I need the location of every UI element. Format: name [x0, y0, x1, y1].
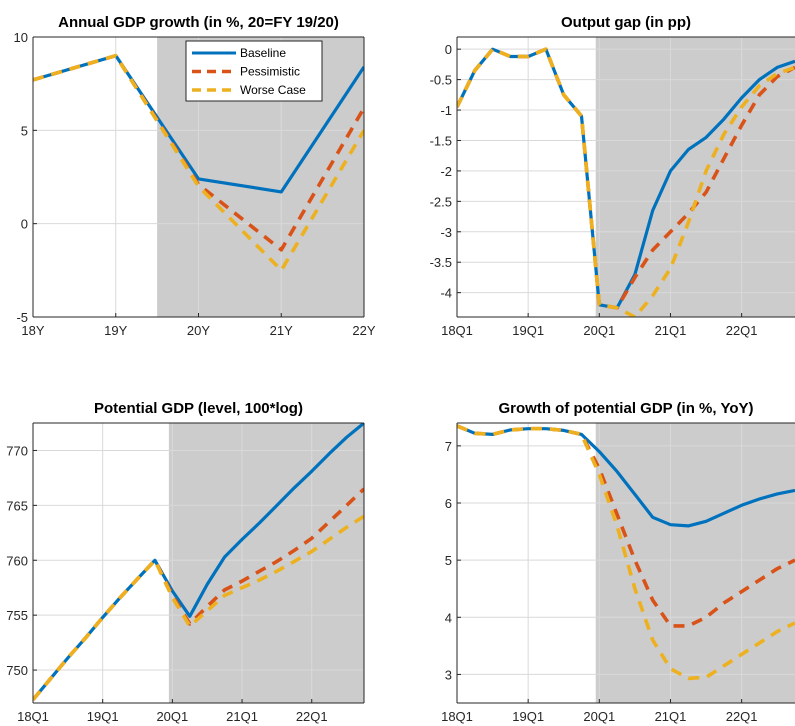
chart-title: Potential GDP (level, 100*log) — [94, 400, 303, 417]
y-tick-label: -0.5 — [430, 73, 452, 88]
series-line-worse — [457, 47, 795, 317]
y-tick-label: 7 — [445, 439, 452, 454]
chart-title: Annual GDP growth (in %, 20=FY 19/20) — [58, 14, 339, 31]
chart-panel-2: 18Q1 19Q1 20Q1 21Q1 22Q1 -4 -3.5 -3 -2.5 -2 -1.5 -1… — [430, 14, 795, 338]
y-tick-label: -3.5 — [430, 255, 452, 270]
y-tick-label: 755 — [6, 608, 28, 623]
x-tick-label: 19Y — [104, 323, 127, 338]
y-tick-label: 5 — [21, 123, 28, 138]
y-tick-label: 5 — [445, 553, 452, 568]
x-tick-label: 21Q1 — [655, 323, 687, 338]
y-tick-label: 6 — [445, 496, 452, 511]
y-tick-label: 3 — [445, 667, 452, 682]
x-tick-label: 20Q1 — [583, 323, 615, 338]
y-tick-label: -5 — [16, 310, 28, 325]
x-tick-label: 18Q1 — [441, 323, 473, 338]
x-tick-label: 22Q1 — [296, 709, 328, 724]
x-tick-label: 20Y — [187, 323, 210, 338]
x-tick-label: 18Q1 — [441, 709, 473, 724]
legend-label-pessimistic: Pessimistic — [240, 65, 300, 79]
y-tick-label: -3 — [440, 225, 452, 240]
x-tick-label: 22Q1 — [726, 709, 758, 724]
x-tick-label: 18Y — [21, 323, 44, 338]
chart-title: Growth of potential GDP (in %, YoY) — [499, 400, 754, 417]
x-tick-label: 22Y — [352, 323, 375, 338]
x-tick-label: 21Y — [270, 323, 293, 338]
x-tick-label: 18Q1 — [17, 709, 49, 724]
y-tick-label: -1 — [440, 103, 452, 118]
y-tick-label: 750 — [6, 663, 28, 678]
x-tick-label: 19Q1 — [512, 323, 544, 338]
x-tick-label: 21Q1 — [226, 709, 258, 724]
y-tick-label: 0 — [445, 42, 452, 57]
legend: Baseline Pessimistic Worse Case — [185, 40, 323, 102]
series-line-worse — [33, 53, 364, 273]
forecast-shade — [595, 423, 795, 703]
y-tick-label: 770 — [6, 443, 28, 458]
chart-panel-4: 18Q1 19Q1 20Q1 21Q1 22Q1 3 4 5 6 7 Growth of poten… — [441, 400, 795, 724]
y-tick-label: -2.5 — [430, 194, 452, 209]
x-tick-label: 19Q1 — [512, 709, 544, 724]
y-tick-label: 10 — [14, 30, 28, 45]
series-line-worse — [33, 514, 364, 701]
legend-label-baseline: Baseline — [240, 46, 286, 60]
forecast-shade — [168, 423, 364, 703]
y-tick-label: -2 — [440, 164, 452, 179]
y-tick-label: 0 — [21, 217, 28, 232]
x-tick-label: 20Q1 — [156, 709, 188, 724]
series-line-worse — [457, 424, 795, 681]
chart-panel-3: 18Q1 19Q1 20Q1 21Q1 22Q1 750 755 760 765 770 Poten… — [6, 400, 365, 724]
y-tick-label: 765 — [6, 498, 28, 513]
chart-title: Output gap (in pp) — [561, 14, 691, 31]
series-line-pessimistic — [457, 47, 795, 310]
x-tick-label: 20Q1 — [583, 709, 615, 724]
forecast-shade — [595, 37, 795, 317]
y-tick-label: -4 — [440, 286, 452, 301]
y-tick-label: 4 — [445, 610, 452, 625]
y-tick-label: 760 — [6, 553, 28, 568]
y-tick-label: -1.5 — [430, 133, 452, 148]
x-tick-label: 22Q1 — [726, 323, 758, 338]
legend-label-worse: Worse Case — [240, 83, 306, 97]
x-tick-label: 19Q1 — [87, 709, 119, 724]
x-tick-label: 21Q1 — [655, 709, 687, 724]
